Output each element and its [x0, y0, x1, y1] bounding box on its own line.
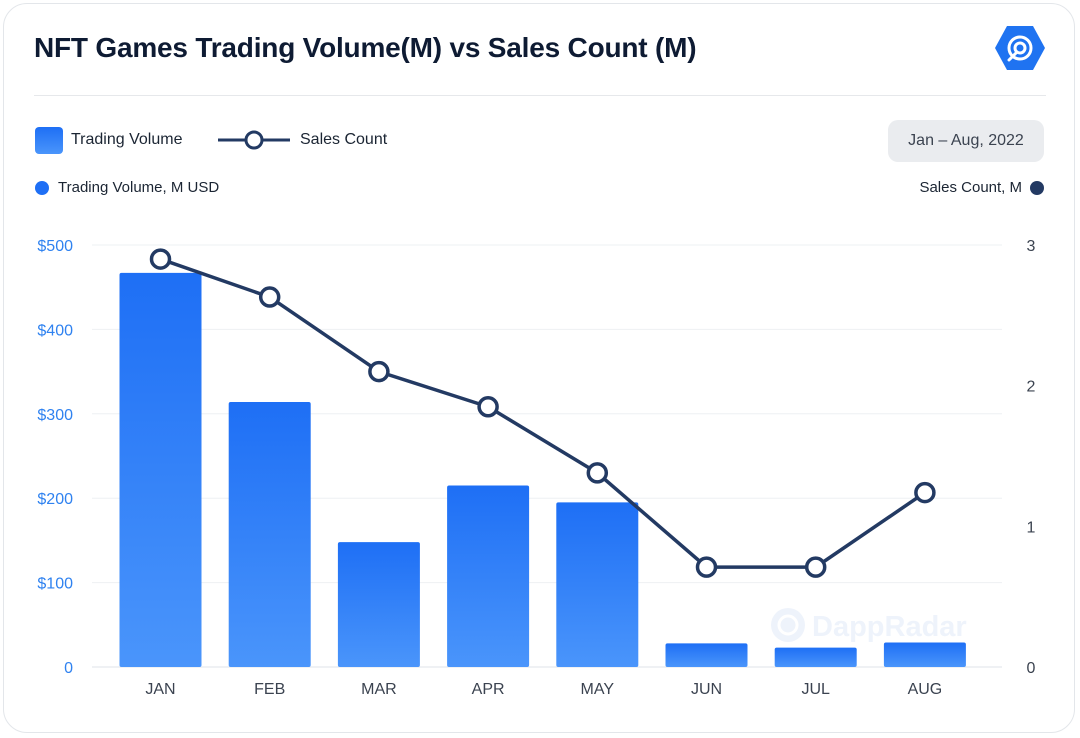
x-tick-label: MAY — [581, 681, 615, 698]
point-jun[interactable] — [695, 556, 718, 578]
legend-trading-volume-label: Trading Volume — [71, 131, 183, 148]
right-tick-label: 2 — [1027, 379, 1036, 396]
x-tick-label: MAR — [361, 681, 397, 698]
watermark-text: DappRadar — [812, 611, 967, 643]
right-tick-label: 1 — [1027, 519, 1036, 536]
x-tick-label: JAN — [145, 681, 175, 698]
left-tick-label: $500 — [37, 238, 73, 255]
header-divider — [34, 95, 1046, 96]
legend-bar-swatch — [35, 127, 63, 154]
right-tick-label: 0 — [1027, 660, 1036, 677]
right-axis-title: Sales Count, M — [919, 179, 1022, 196]
point-jan[interactable] — [149, 248, 172, 270]
left-tick-label: $100 — [37, 576, 73, 593]
bar-mar[interactable] — [337, 542, 420, 667]
left-axis-dot — [35, 181, 49, 195]
left-tick-label: $200 — [37, 491, 73, 508]
bar-jun[interactable] — [665, 643, 748, 667]
x-tick-label: APR — [472, 681, 505, 698]
point-may[interactable] — [586, 462, 609, 484]
x-tick-label: JUN — [691, 681, 722, 698]
dappradar-logo-icon — [995, 26, 1045, 70]
point-apr[interactable] — [477, 396, 499, 418]
watermark: DappRadar — [771, 608, 967, 643]
bar-may[interactable] — [556, 502, 639, 667]
bar-aug[interactable] — [883, 642, 966, 667]
left-axis-title: Trading Volume, M USD — [58, 179, 220, 196]
bar-feb[interactable] — [228, 401, 311, 667]
bar-apr[interactable] — [447, 485, 530, 667]
point-mar[interactable] — [368, 360, 390, 383]
legend-line-swatch — [218, 130, 290, 150]
sales-count-line — [159, 257, 926, 569]
bar-jan[interactable] — [119, 272, 202, 667]
date-range-badge[interactable]: Jan – Aug, 2022 — [888, 120, 1044, 162]
x-tick-label: FEB — [254, 681, 285, 698]
left-tick-label: 0 — [64, 660, 73, 677]
left-tick-label: $400 — [37, 322, 73, 339]
left-tick-label: $300 — [37, 407, 73, 424]
point-feb[interactable] — [258, 286, 281, 308]
legend-sales-count-label: Sales Count — [300, 131, 388, 148]
chart-title: NFT Games Trading Volume(M) vs Sales Cou… — [34, 32, 697, 63]
point-jul[interactable] — [804, 556, 827, 578]
x-tick-label: JUL — [801, 681, 830, 698]
right-axis-dot — [1030, 181, 1044, 195]
x-tick-label: AUG — [908, 681, 943, 698]
point-aug[interactable] — [914, 481, 936, 504]
right-tick-label: 3 — [1027, 238, 1036, 255]
bar-jul[interactable] — [774, 647, 857, 667]
